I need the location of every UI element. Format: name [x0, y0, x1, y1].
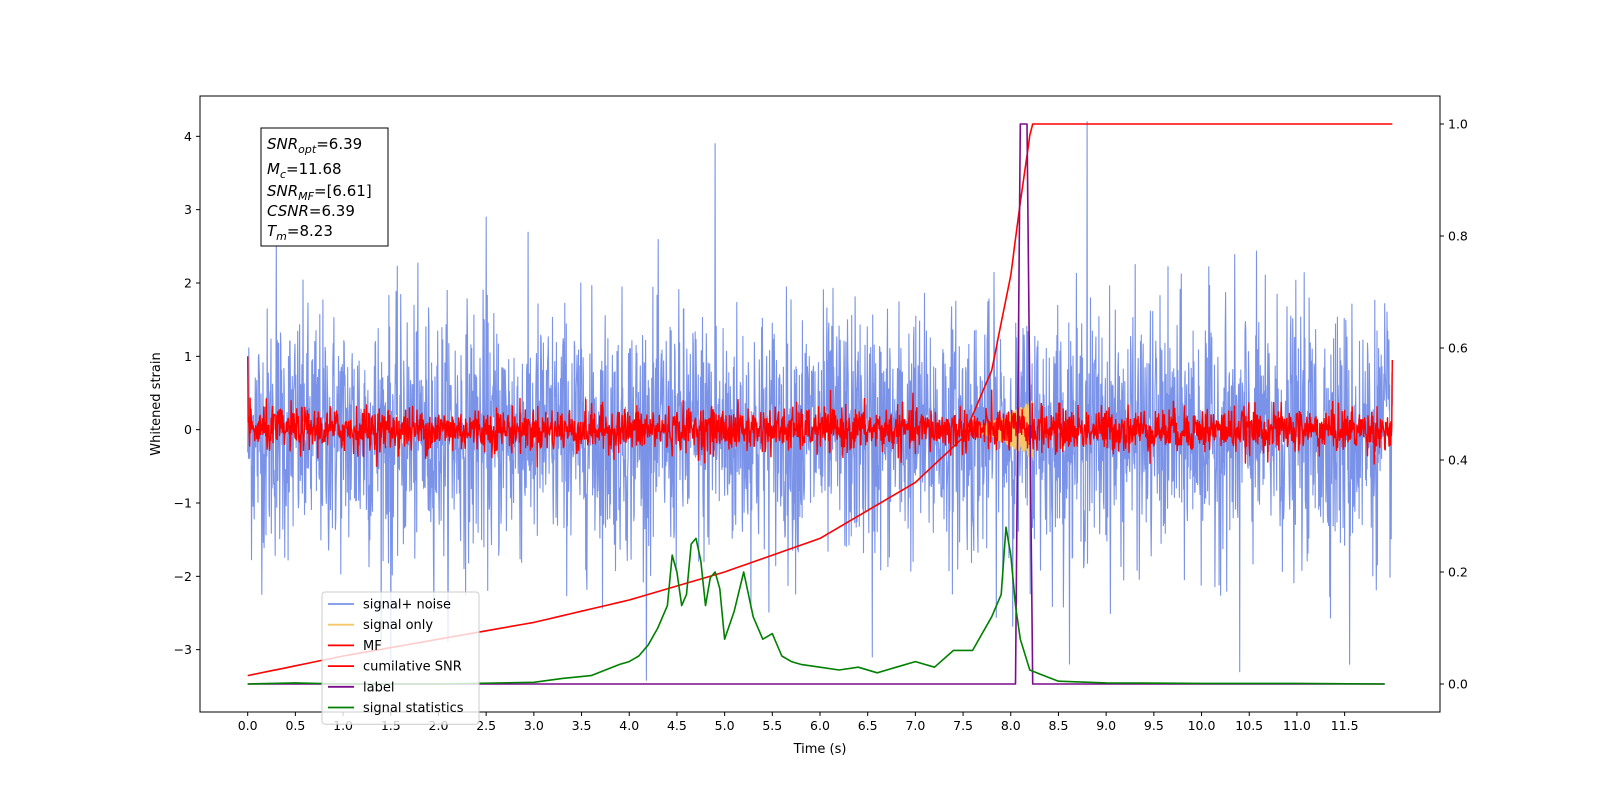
x-tick-label: 9.5	[1144, 718, 1164, 733]
y2-tick-label: 0.2	[1448, 565, 1468, 580]
x-tick-label: 10.5	[1235, 718, 1263, 733]
y-tick-label: −2	[174, 569, 192, 584]
series-signal-statistics	[247, 526, 1385, 685]
legend-label-label: label	[363, 680, 394, 695]
y2-tick-label: 0.0	[1448, 677, 1468, 692]
info-box-frame	[260, 127, 389, 247]
x-tick-label: 6.5	[858, 718, 878, 733]
x-tick-label: 10.0	[1188, 718, 1216, 733]
x-tick-label: 4.5	[667, 718, 687, 733]
x-tick-label: 11.0	[1283, 718, 1311, 733]
x-tick-label: 5.5	[762, 718, 782, 733]
y-tick-label: −3	[174, 642, 192, 657]
x-tick-label: 7.5	[953, 718, 973, 733]
x-tick-label: 0.5	[285, 718, 305, 733]
y2-tick-label: 0.6	[1448, 341, 1468, 356]
x-tick-label: 7.0	[905, 718, 925, 733]
legend-label-cumilative-snr: cumilative SNR	[363, 660, 462, 675]
x-tick-label: 2.5	[476, 718, 496, 733]
y-tick-label: 4	[184, 129, 192, 144]
x-tick-label: 3.5	[572, 718, 592, 733]
info-mc: Mc=11.68	[267, 160, 342, 181]
legend: signal+ noise signal only MF cumilative SNR…	[321, 591, 480, 725]
info-snr-opt: SNRopt=6.39	[267, 135, 362, 156]
x-tick-label: 6.0	[810, 718, 830, 733]
axes: 0.0 0.5 1.0 1.5 2.0 2.5 3.0 3.5 4.0 4.5 5.0 5.5 6.0 6…	[174, 117, 1468, 734]
info-csnr: CSNR=6.39	[267, 202, 355, 220]
y-axis-label: Whitened strain	[149, 352, 164, 455]
legend-label-signal-noise: signal+ noise	[363, 598, 451, 613]
x-tick-label: 3.0	[524, 718, 544, 733]
y2-tick-label: 1.0	[1448, 117, 1468, 132]
legend-frame	[321, 591, 480, 725]
x-tick-label: 0.0	[238, 718, 258, 733]
info-box: SNRopt=6.39 Mc=11.68 SNRMF=[6.61] CSNR=6…	[260, 127, 389, 247]
x-tick-label: 8.5	[1049, 718, 1069, 733]
x-tick-label: 5.0	[715, 718, 735, 733]
x-tick-label: 9.0	[1096, 718, 1116, 733]
y2-tick-label: 0.4	[1448, 453, 1468, 468]
legend-label-mf: MF	[363, 639, 382, 654]
x-tick-label: 4.0	[619, 718, 639, 733]
series-mf	[247, 356, 1394, 468]
x-axis-label: Time (s)	[793, 742, 847, 757]
y-tick-label: 1	[184, 349, 192, 364]
legend-label-signal-statistics: signal statistics	[363, 701, 464, 716]
y-tick-label: −1	[174, 496, 192, 511]
y2-tick-label: 0.8	[1448, 229, 1468, 244]
x-tick-label: 8.0	[1001, 718, 1021, 733]
info-snr-mf: SNRMF=[6.61]	[267, 182, 372, 203]
y-tick-label: 3	[184, 202, 192, 217]
x-tick-label: 11.5	[1331, 718, 1359, 733]
y-tick-label: 0	[184, 422, 192, 437]
legend-label-signal-only: signal only	[363, 618, 433, 633]
y-tick-label: 2	[184, 276, 192, 291]
series-label	[247, 123, 1385, 685]
info-tm: Tm=8.23	[267, 222, 333, 243]
